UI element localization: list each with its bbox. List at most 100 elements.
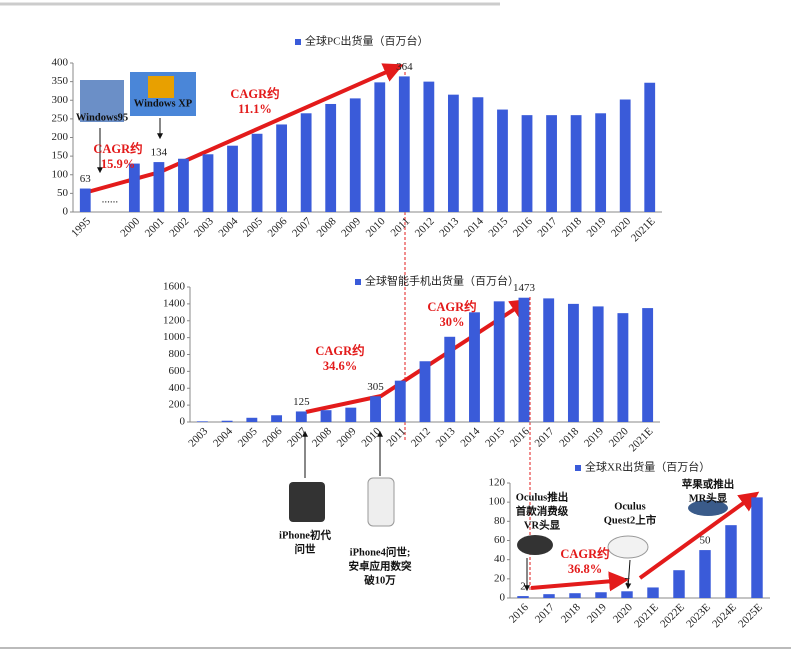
x-tick-label: 2019 [585,601,609,625]
x-tick-label: 2006 [260,425,284,449]
data-label: 63 [80,173,92,185]
data-label: 134 [151,147,168,159]
x-tick-label: 2023E [684,601,713,630]
x-tick-label: 2018 [560,215,584,239]
chart-title: 全球XR出货量（百万台） [585,460,710,474]
x-tick-label: 2015 [483,425,507,449]
bar [644,82,656,213]
x-tick-label: 1995 [69,215,93,239]
y-tick-label: 0 [500,592,506,604]
x-tick-label: 2004 [211,425,235,449]
bar [345,407,357,422]
x-tick-label: 2005 [236,425,260,449]
x-tick-label: 2017 [535,215,559,239]
annotation: 11.1% [238,102,272,116]
x-tick-label: 2008 [315,215,339,239]
bar [349,98,361,212]
bar [79,188,91,212]
chart-title: 全球PC出货量（百万台） [305,34,428,48]
bar [469,312,480,422]
x-tick-label: 2011 [388,215,412,239]
x-tick-label: 2001 [143,215,167,239]
annotation: 问世 [295,542,316,555]
data-label: 1473 [513,282,536,294]
y-tick-label: 120 [489,477,506,489]
x-tick-label: 2002 [167,215,191,239]
annotation: iPhone初代 [279,528,331,541]
y-tick-label: 350 [52,75,69,87]
y-tick-label: 80 [494,515,506,527]
x-tick-label: 2006 [265,215,289,239]
x-tick-label: 2025E [736,601,765,630]
annotation: CAGR约 [315,343,364,358]
bar [699,550,711,598]
annotation: iPhone4问世; [350,545,411,558]
annotation: CAGR约 [427,299,476,314]
y-tick-label: 200 [52,131,69,143]
x-tick-label: 2021E [627,425,656,454]
bar [543,298,555,422]
annotation: 安卓应用数突 [349,559,412,572]
y-tick-label: 1000 [163,331,186,343]
x-tick-label: 2008 [310,425,334,449]
data-label: 7 [624,576,630,588]
trend-arrow [530,571,629,592]
x-tick-label: 2013 [437,215,461,239]
annotation: 36.8% [568,562,602,576]
annotation: Windows XP [134,98,193,109]
y-tick-label: 1600 [163,281,186,293]
bar [592,306,604,422]
bar [518,297,530,422]
chart-title: 全球智能手机出货量（百万台） [365,274,519,288]
bar [621,591,633,598]
bar [447,94,459,212]
bar [673,570,685,598]
bar [419,361,431,422]
x-tick-label: 2021E [629,215,658,244]
bar [128,163,140,212]
x-tick-label: 2018 [557,425,581,449]
legend-swatch [295,39,301,45]
x-tick-label: 2016 [511,215,535,239]
y-tick-label: 50 [57,187,69,199]
bar [595,113,607,212]
bar [497,109,508,212]
quest2-image [607,535,649,559]
y-tick-label: 100 [489,496,506,508]
annotation: 破10万 [364,573,396,586]
y-tick-label: 300 [52,94,69,106]
y-tick-label: 600 [169,365,186,377]
annotation: 30% [440,315,465,329]
bar [153,162,165,212]
bar [374,82,386,213]
bar [394,380,406,422]
bar [569,593,581,598]
bar [521,115,533,212]
y-tick-label: 1200 [163,314,186,326]
x-tick-label: 2000 [118,215,142,239]
x-tick-label: 2004 [216,215,240,239]
y-tick-label: 1400 [163,297,186,309]
bar [325,103,337,212]
vr-headset-image [517,535,553,555]
x-tick-label: ...... [102,194,119,206]
bar [221,420,233,422]
data-label: 364 [396,61,413,73]
data-label: 2 [520,581,526,593]
annotation: CAGR约 [230,86,279,101]
annotation: VR头显 [524,518,561,531]
annotation: 34.6% [323,359,357,373]
bar [300,113,312,212]
x-tick-label: 2017 [533,425,557,449]
x-tick-label: 2024E [710,601,739,630]
x-tick-label: 2016 [507,601,531,625]
legend-swatch [575,465,581,471]
x-tick-label: 2009 [335,425,359,449]
bar [517,596,529,598]
x-tick-label: 2007 [290,215,314,239]
y-tick-label: 150 [52,150,69,162]
annotation: 15.9% [101,157,135,171]
x-tick-label: 2003 [186,425,210,449]
x-tick-label: 2005 [241,215,265,239]
